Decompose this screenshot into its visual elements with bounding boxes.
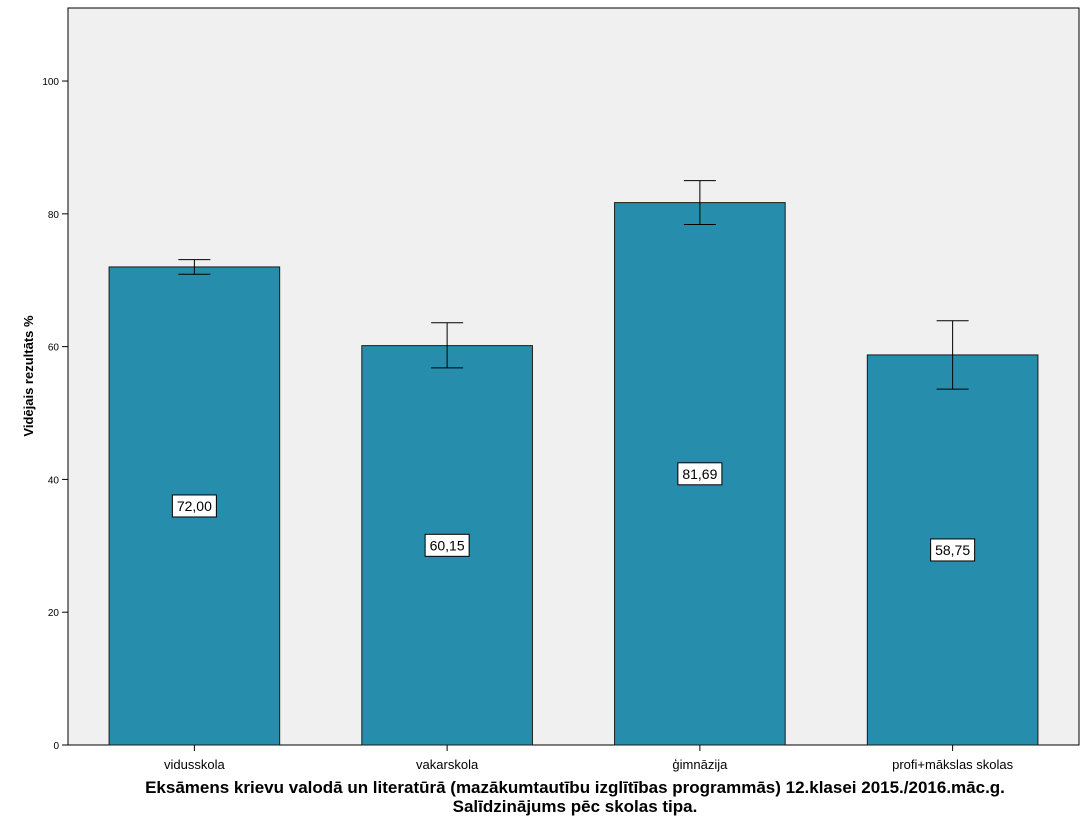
- y-tick-label: 100: [42, 77, 59, 88]
- x-tick-label: vidusskola: [164, 757, 225, 772]
- y-tick-label: 80: [48, 210, 60, 221]
- value-label: 72,00: [177, 498, 212, 514]
- value-label: 81,69: [682, 466, 717, 482]
- chart-title: Eksāmens krievu valodā un literatūrā (ma…: [145, 778, 1005, 797]
- value-label: 60,15: [430, 537, 465, 553]
- x-axis-ticks: vidusskola vakarskola ģimnāzija profi+māksl…: [164, 745, 1014, 772]
- x-tick-label: ģimnāzija: [672, 757, 728, 772]
- value-labels-group: 72,00 60,15 81,69 58,75: [171, 462, 976, 562]
- y-axis-ticks: 0 20 40 60 80 100: [42, 77, 68, 752]
- value-label-box: [171, 494, 217, 518]
- value-label-box: [930, 538, 976, 562]
- error-bars-group: [178, 180, 969, 390]
- y-tick-label: 20: [48, 608, 60, 619]
- value-label-box: [677, 462, 723, 486]
- value-label: 58,75: [935, 542, 970, 558]
- value-label-box: [424, 533, 470, 557]
- y-tick-label: 40: [48, 475, 60, 486]
- y-axis-label: Vidējais rezultāts %: [21, 315, 36, 437]
- x-tick-label: profi+mākslas skolas: [892, 757, 1014, 772]
- x-tick-label: vakarskola: [416, 757, 479, 772]
- chart-subtitle: Salīdzinājums pēc skolas tipa.: [452, 797, 698, 816]
- y-tick-label: 0: [53, 741, 59, 752]
- y-tick-label: 60: [48, 343, 60, 354]
